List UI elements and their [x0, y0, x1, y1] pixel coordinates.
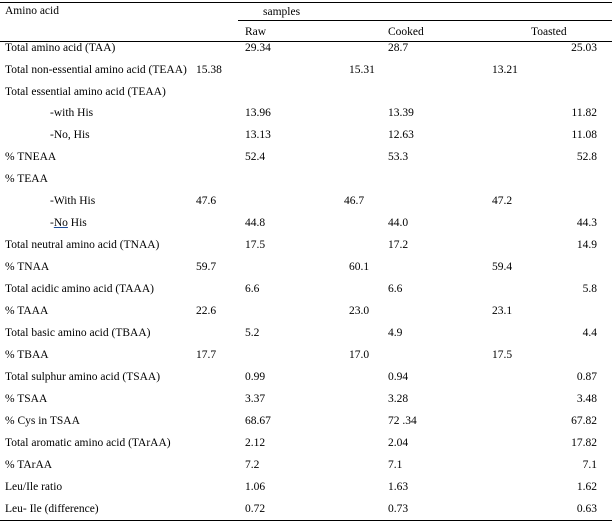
row-label: Total essential amino acid (TEAA)	[5, 86, 166, 98]
table-cell-toasted: 14.9	[576, 239, 597, 251]
row-label: % TBAA	[5, 349, 49, 361]
table-cell-cooked: 0.94	[388, 371, 409, 383]
row-label: % TEAA	[5, 173, 48, 185]
table-cell-toasted: 17.82	[571, 437, 597, 449]
row-label-underlined: No	[53, 217, 68, 229]
row-label: % TNAA	[5, 261, 50, 273]
table-cell-raw: 52.4	[245, 151, 266, 163]
row-label: Total neutral amino acid (TNAA)	[5, 239, 160, 251]
table-cell-raw: 47.6	[196, 195, 217, 207]
table-cell-cooked: 44.0	[388, 217, 409, 229]
table-cell-toasted: 0.63	[576, 503, 597, 515]
header-bottom-rule	[0, 41, 612, 42]
table-bottom-rule	[0, 520, 612, 521]
table-cell-cooked: 0.73	[388, 503, 409, 515]
table-cell-toasted: 44.3	[576, 217, 597, 229]
table-cell-toasted: 5.8	[582, 283, 597, 295]
table-cell-cooked: 13.39	[388, 107, 414, 119]
table-cell-raw: 13.96	[245, 107, 271, 119]
table-cell-toasted: 23.1	[492, 305, 513, 317]
row-label: % Cys in TSAA	[5, 415, 80, 427]
row-label-suffix: His	[67, 217, 87, 229]
row-label: Total sulphur amino acid (TSAA)	[5, 371, 161, 383]
table-cell-raw: 0.72	[245, 503, 266, 515]
table-cell-raw: 15.38	[196, 64, 222, 76]
table-cell-raw: 6.6	[245, 283, 260, 295]
table-cell-toasted: 7.1	[582, 459, 597, 471]
table-cell-raw: 44.8	[245, 217, 266, 229]
table-cell-toasted: 3.48	[576, 393, 597, 405]
row-label: Leu/Ile ratio	[5, 481, 63, 493]
column-header-raw: Raw	[245, 26, 267, 38]
table-cell-toasted: 4.4	[582, 327, 597, 339]
table-cell-raw: 7.2	[245, 459, 260, 471]
table-cell-raw: 0.99	[245, 371, 266, 383]
table-cell-toasted: 11.08	[571, 129, 597, 141]
table-cell-toasted: 17.5	[492, 349, 513, 361]
table-cell-cooked: 2.04	[388, 437, 409, 449]
table-cell-cooked: 17.0	[349, 349, 370, 361]
table-cell-cooked: 6.6	[388, 283, 403, 295]
table-cell-cooked: 72 .34	[388, 415, 417, 427]
table-cell-raw: 1.06	[245, 481, 266, 493]
table-cell-toasted: 13.21	[492, 64, 518, 76]
group-header-samples: samples	[263, 6, 301, 18]
table-cell-raw: 3.37	[245, 393, 266, 405]
table-cell-toasted: 47.2	[492, 195, 513, 207]
row-label: Total amino acid (TAA)	[5, 42, 116, 54]
table-cell-toasted: 1.62	[576, 481, 597, 493]
table-cell-cooked: 15.31	[349, 64, 375, 76]
table-cell-cooked: 3.28	[388, 393, 409, 405]
row-label-prefix: -	[50, 217, 54, 229]
table-top-rule	[0, 2, 612, 3]
table-cell-toasted: 11.82	[571, 107, 597, 119]
table-cell-raw: 29.34	[245, 42, 271, 54]
table-cell-toasted: 0.87	[576, 371, 597, 383]
table-cell-cooked: 12.63	[388, 129, 414, 141]
table-cell-raw: 22.6	[196, 305, 217, 317]
table-cell-cooked: 4.9	[388, 327, 403, 339]
row-label: Total basic amino acid (TBAA)	[5, 327, 151, 339]
table-cell-raw: 17.5	[245, 239, 266, 251]
column-header-cooked: Cooked	[388, 26, 424, 38]
row-label: -with His	[50, 107, 94, 119]
row-label: % TAAA	[5, 305, 49, 317]
row-label: % TSAA	[5, 393, 48, 405]
row-label: -With His	[50, 195, 96, 207]
table-cell-cooked: 1.63	[388, 481, 409, 493]
table-cell-raw: 17.7	[196, 349, 217, 361]
samples-rule	[238, 20, 612, 21]
table-cell-cooked: 7.1	[388, 459, 403, 471]
table-cell-toasted: 25.03	[571, 42, 597, 54]
row-label: -No His	[50, 216, 87, 230]
table-cell-raw: 59.7	[196, 261, 217, 273]
table-cell-toasted: 52.8	[576, 151, 597, 163]
table-cell-cooked: 23.0	[349, 305, 370, 317]
table-cell-toasted: 67.82	[571, 415, 597, 427]
row-label: -No, His	[50, 129, 90, 141]
table-cell-cooked: 53.3	[388, 151, 409, 163]
table-cell-cooked: 17.2	[388, 239, 409, 251]
column-header-amino-acid: Amino acid	[5, 5, 59, 17]
table-cell-cooked: 46.7	[344, 195, 365, 207]
row-label: % TNEAA	[5, 151, 57, 163]
table-cell-raw: 5.2	[245, 327, 260, 339]
row-label: Total non-essential amino acid (TEAA)	[5, 64, 187, 76]
table-cell-raw: 13.13	[245, 129, 271, 141]
table-cell-raw: 68.67	[245, 415, 271, 427]
row-label: % TArAA	[5, 459, 53, 471]
table-cell-cooked: 28.7	[388, 42, 409, 54]
row-label: Total acidic amino acid (TAAA)	[5, 283, 154, 295]
row-label: Leu- Ile (difference)	[5, 503, 99, 515]
table-cell-raw: 2.12	[245, 437, 266, 449]
table-cell-toasted: 59.4	[492, 261, 513, 273]
column-header-toasted: Toasted	[531, 26, 567, 38]
table-cell-cooked: 60.1	[349, 261, 370, 273]
row-label: Total aromatic amino acid (TArAA)	[5, 437, 171, 449]
